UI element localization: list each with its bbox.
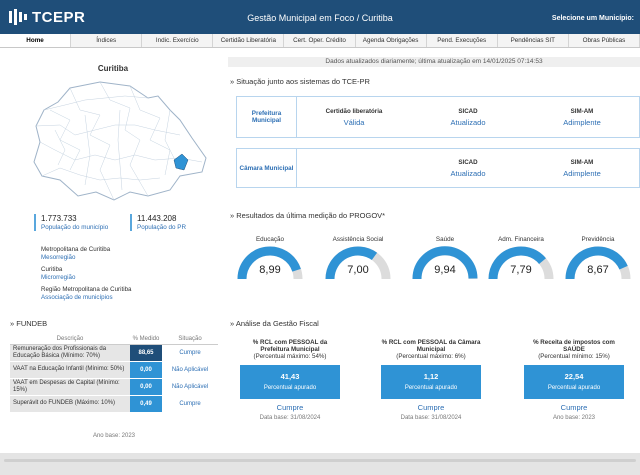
population-municipio-value: 1.773.733 (41, 214, 77, 223)
table-row: Superávit do FUNDEB (Máximo: 10%) 0,49 C… (10, 395, 218, 413)
update-notice: Dados atualizados diariamente; última at… (228, 57, 640, 67)
prefeitura-box: Prefeitura Municipal Certidão liberatóri… (236, 96, 640, 138)
gauge-educacao-value: 8,99 (259, 264, 281, 276)
camara-sim-am: SIM-AM Adimplente (563, 158, 601, 178)
tab-indic-exercicio[interactable]: Indic. Exercício (142, 34, 214, 47)
tab-pend-execucoes[interactable]: Pend. Execuções (427, 34, 498, 47)
fundeb-table: Descrição % Medido Situação Remuneração … (10, 334, 218, 413)
prefeitura-certidao: Certidão liberatória Válida (325, 107, 383, 127)
population-municipio-label: População do município (41, 224, 109, 231)
population-pr: 11.443.208 População do PR (130, 214, 186, 231)
gauge-previdencia[interactable]: Previdência 8,67 (563, 236, 633, 286)
tab-pendencias-sit[interactable]: Pendências SIT (498, 34, 569, 47)
fiscal-saude-box[interactable]: 22,54 Percentual apurado (524, 364, 624, 399)
fundeb-base-year: Ano base: 2023 (92, 433, 136, 439)
gauge-previdencia-arc (565, 246, 631, 280)
table-row: VAAT em Despesas de Capital (Mínimo: 15%… (10, 378, 218, 396)
gauge-previdencia-value: 8,67 (587, 264, 609, 276)
fundeb-header-medido: % Medido (130, 334, 162, 345)
gauge-saude-arc (412, 246, 478, 280)
population-municipio: 1.773.733 População do município (34, 214, 108, 231)
tab-cert-oper-credito[interactable]: Cert. Oper. Crédito (284, 34, 356, 47)
gauge-assistencia-social-arc (325, 246, 391, 280)
top-bar: TCEPR Gestão Municipal em Foco / Curitib… (0, 0, 640, 34)
prefeitura-name[interactable]: Prefeitura Municipal (237, 97, 297, 137)
municipio-selector[interactable]: Selecione um Município: (551, 15, 634, 22)
gauge-educacao[interactable]: Educação 8,99 (235, 236, 305, 286)
prefeitura-sim-am: SIM-AM Adimplente (563, 107, 601, 127)
page-title: Gestão Municipal em Foco / Curitiba (247, 13, 393, 23)
region-mesorregiao: Metropolitana de Curitiba Mesorregião (41, 246, 111, 261)
tab-home[interactable]: Home (0, 34, 72, 47)
fundeb-title: » FUNDEB (10, 319, 48, 328)
systems-title: » Situação junto aos sistemas do TCE-PR (230, 77, 370, 86)
gauge-adm-financeira-arc (488, 246, 554, 280)
fundeb-header-descricao: Descrição (10, 334, 130, 345)
logo-mark-icon (8, 8, 28, 26)
gauge-assistencia-social[interactable]: Assistência Social 7,00 (323, 236, 393, 286)
gauge-adm-financeira[interactable]: Adm. Financeira 7,79 (486, 236, 556, 286)
tab-obras-publicas[interactable]: Obras Públicas (569, 34, 640, 47)
tab-indices[interactable]: Índices (71, 34, 143, 47)
gauge-educacao-arc (237, 246, 303, 280)
fundeb-header-situacao: Situação (162, 334, 218, 345)
tab-certidao-liberatoria[interactable]: Certidão Liberatória (213, 34, 285, 47)
camara-empty (297, 149, 411, 187)
gauge-saude-value: 9,94 (434, 264, 456, 276)
main-nav: Home Índices Indic. Exercício Certidão L… (0, 34, 640, 48)
population-pr-label: População do PR (137, 224, 187, 231)
population-pr-value: 11.443.208 (137, 214, 177, 223)
bottom-bar (0, 453, 640, 475)
table-row: VAAT na Educação Infantil (Mínimo: 50%) … (10, 361, 218, 379)
gauge-assistencia-social-value: 7,00 (347, 264, 369, 276)
fiscal-pessoal-camara-box[interactable]: 1,12 Percentual apurado (381, 364, 481, 399)
fiscal-pessoal-prefeitura-box[interactable]: 41,43 Percentual apurado (240, 364, 340, 399)
camara-box: Câmara Municipal SICAD Atualizado SIM-AM… (236, 148, 640, 188)
fiscal-pessoal-prefeitura: % RCL com PESSOAL da Prefeitura Municipa… (240, 339, 340, 421)
region-microrregiao: Curitiba Microrregião (41, 266, 76, 281)
fiscal-title: » Análise da Gestão Fiscal (230, 319, 319, 328)
gauge-adm-financeira-value: 7,79 (510, 264, 532, 276)
table-row: Remuneração dos Profissionais da Educaçã… (10, 344, 218, 362)
logo[interactable]: TCEPR (8, 8, 85, 26)
region-associacao: Região Metropolitana de Curitiba Associa… (41, 286, 132, 301)
logo-text: TCEPR (32, 8, 86, 26)
parana-map[interactable] (30, 80, 210, 206)
fiscal-saude: % Receita de impostos com SAÚDE (Percent… (524, 339, 624, 421)
fiscal-pessoal-camara: % RCL com PESSOAL da Câmara Municipal (P… (381, 339, 481, 421)
gauge-saude[interactable]: Saúde 9,94 (410, 236, 480, 286)
progov-title: » Resultados da última medição do PROGOV… (230, 211, 386, 220)
tab-agenda-obrigacoes[interactable]: Agenda Obrigações (356, 34, 427, 47)
camara-sicad: SICAD Atualizado (450, 158, 486, 178)
camara-name[interactable]: Câmara Municipal (237, 149, 297, 187)
prefeitura-sicad: SICAD Atualizado (450, 107, 486, 127)
horizontal-scrollbar[interactable] (4, 459, 636, 462)
map-title: Curitiba (97, 64, 129, 73)
